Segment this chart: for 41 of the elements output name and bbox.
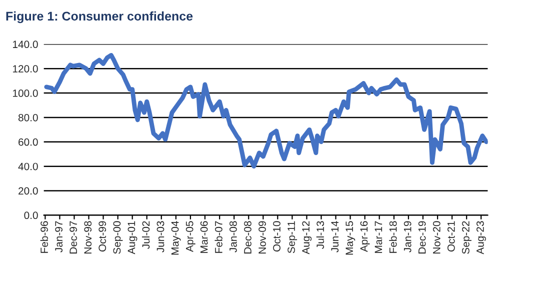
x-tick-label: Feb-07 xyxy=(214,221,222,253)
x-tick-label: May-04 xyxy=(171,221,181,255)
y-tick-label: 80.0 xyxy=(18,114,38,122)
x-tick-label: Oct-10 xyxy=(273,221,280,252)
x-tick-label: Mar-17 xyxy=(374,221,382,253)
x-tick-label: Dec-19 xyxy=(418,221,426,254)
x-tick-label: Dec-97 xyxy=(70,221,78,254)
y-tick-label: 140.0 xyxy=(13,40,38,48)
y-tick-label: 60.0 xyxy=(18,138,38,146)
x-tick-label: Mar-06 xyxy=(200,221,208,253)
x-tick-label: Nov-20 xyxy=(432,221,440,254)
chart-title: Figure 1: Consumer confidence xyxy=(6,11,193,24)
x-tick-label: Apr-05 xyxy=(186,221,196,252)
x-tick-label: Jul-13 xyxy=(316,221,324,249)
y-tick-label: 120.0 xyxy=(13,65,38,72)
x-tick-label: Jun-14 xyxy=(331,221,339,252)
x-tick-label: Apr-16 xyxy=(360,221,370,252)
x-tick-label: Oct-99 xyxy=(98,221,106,252)
y-tick-label: 20.0 xyxy=(18,187,38,195)
x-tick-label: Jan-19 xyxy=(404,221,412,252)
x-tick-label: Jun-03 xyxy=(156,221,164,252)
x-tick-label: Jan-97 xyxy=(55,221,63,252)
y-tick-label: 0.0 xyxy=(24,212,38,220)
x-tick-label: Sep-00 xyxy=(113,221,123,254)
x-tick-label: Oct-21 xyxy=(447,221,455,252)
x-tick-label: Dec-08 xyxy=(244,221,252,254)
x-tick-label: Feb-96 xyxy=(40,221,48,253)
y-tick-label: 40.0 xyxy=(18,162,38,170)
line-series xyxy=(44,52,488,169)
x-tick-label: Sep-11 xyxy=(288,221,298,254)
x-tick-label: Jan-08 xyxy=(229,221,237,252)
x-tick-label: Feb-18 xyxy=(389,221,397,253)
x-tick-label: Aug-01 xyxy=(128,221,138,254)
x-tick-label: Sep-22 xyxy=(462,221,472,254)
x-tick-label: Nov-98 xyxy=(84,221,92,254)
x-tick-label: May-15 xyxy=(346,221,356,255)
y-tick-label: 100.0 xyxy=(13,90,38,97)
x-tick-label: Aug-12 xyxy=(302,221,312,254)
x-tick-label: Jul-02 xyxy=(142,221,150,249)
x-tick-label: Aug-23 xyxy=(476,221,486,254)
x-tick-label: Nov-09 xyxy=(258,221,266,254)
